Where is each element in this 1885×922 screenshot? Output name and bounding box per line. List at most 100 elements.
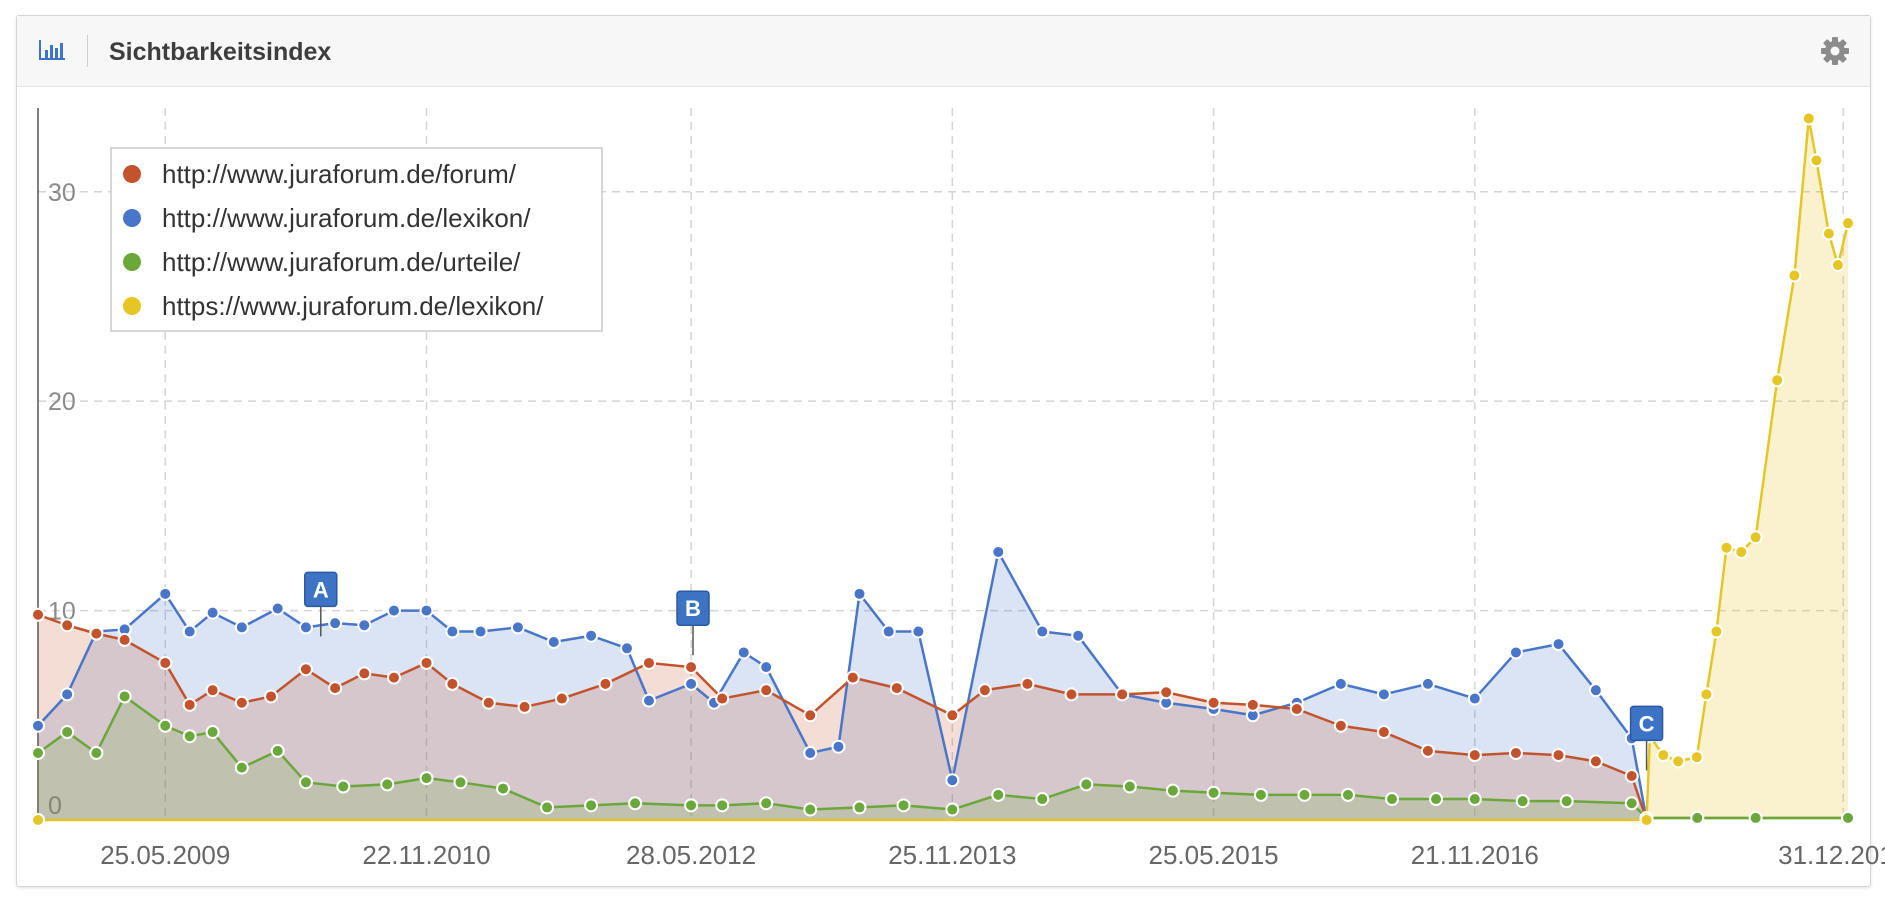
data-point-series-4: [1699, 687, 1714, 702]
data-point-series-1: [419, 655, 434, 670]
data-point-series-3: [496, 781, 511, 796]
data-point-series-3: [945, 802, 960, 817]
data-point-series-3: [540, 800, 555, 815]
data-point-series-1: [234, 695, 249, 710]
data-point-series-1: [598, 676, 613, 691]
legend-label: http://www.juraforum.de/lexikon/: [162, 203, 531, 233]
data-point-series-3: [234, 760, 249, 775]
data-point-series-3: [182, 729, 197, 744]
data-point-series-1: [889, 681, 904, 696]
data-point-series-3: [205, 725, 220, 740]
data-point-series-2: [881, 624, 896, 639]
data-point-series-2: [759, 660, 774, 675]
annotation-label: A: [313, 577, 329, 602]
data-point-series-2: [619, 641, 634, 656]
data-point-series-4: [1719, 540, 1734, 555]
data-point-series-2: [1071, 628, 1086, 643]
data-point-series-2: [328, 616, 343, 631]
data-point-series-2: [182, 624, 197, 639]
data-point-series-2: [158, 586, 173, 601]
data-point-series-4: [1821, 226, 1836, 241]
data-point-series-2: [584, 628, 599, 643]
legend-label: https://www.juraforum.de/lexikon/: [162, 291, 544, 321]
data-point-series-1: [328, 681, 343, 696]
data-point-series-2: [1508, 645, 1523, 660]
y-tick-label: 30: [48, 179, 76, 207]
x-tick-label: 22.11.2010: [362, 840, 490, 870]
data-point-series-3: [1341, 787, 1356, 802]
data-point-series-1: [517, 699, 532, 714]
data-point-series-3: [1253, 787, 1268, 802]
data-point-series-1: [357, 666, 372, 681]
header-divider: [87, 35, 88, 67]
data-point-series-3: [896, 798, 911, 813]
legend-marker: [123, 297, 141, 315]
data-point-series-1: [715, 691, 730, 706]
annotation-marker: [676, 590, 710, 626]
legend-marker: [123, 165, 141, 183]
data-point-series-3: [1624, 796, 1639, 811]
x-tick-label: 25.05.2009: [100, 840, 230, 870]
data-point-series-2: [1420, 676, 1435, 691]
data-point-series-1: [1245, 697, 1260, 712]
data-point-series-1: [89, 626, 104, 641]
data-point-series-1: [1467, 748, 1482, 763]
data-point-series-3: [715, 798, 730, 813]
data-point-series-3: [419, 771, 434, 786]
data-point-series-3: [1515, 794, 1530, 809]
data-point-series-1: [1333, 718, 1348, 733]
data-point-series-1: [60, 618, 75, 633]
data-point-series-3: [1690, 810, 1705, 825]
data-point-series-4: [31, 813, 45, 827]
data-point-series-2: [831, 739, 846, 754]
data-point-series-3: [31, 745, 45, 760]
data-point-series-2: [1333, 676, 1348, 691]
data-point-series-2: [736, 645, 751, 660]
data-point-series-1: [117, 632, 132, 647]
data-point-series-1: [845, 670, 860, 685]
data-point-series-3: [1385, 792, 1400, 807]
data-point-series-1: [1159, 685, 1174, 700]
data-point-series-1: [1289, 702, 1304, 717]
data-point-series-3: [759, 796, 774, 811]
gear-icon[interactable]: [1818, 34, 1852, 68]
data-point-series-1: [945, 708, 960, 723]
data-point-series-2: [803, 745, 818, 760]
x-tick-label: 21.11.2016: [1411, 840, 1539, 870]
data-point-series-2: [1376, 687, 1391, 702]
data-point-series-2: [60, 687, 75, 702]
data-point-series-1: [182, 697, 197, 712]
legend-label: http://www.juraforum.de/urteile/: [162, 247, 521, 277]
data-point-series-1: [1588, 754, 1603, 769]
data-point-series-1: [1508, 745, 1523, 760]
data-point-series-3: [380, 777, 395, 792]
legend-marker: [123, 209, 141, 227]
data-point-series-2: [641, 693, 656, 708]
data-point-series-4: [1787, 268, 1802, 283]
data-point-series-1: [445, 676, 460, 691]
annotation-label: B: [685, 596, 701, 621]
x-tick-label: 25.05.2015: [1148, 840, 1278, 870]
data-point-series-3: [1748, 810, 1763, 825]
data-point-series-3: [89, 745, 104, 760]
data-point-series-3: [1122, 779, 1137, 794]
data-point-series-4: [1801, 111, 1816, 126]
data-point-series-2: [1588, 683, 1603, 698]
data-point-series-3: [453, 775, 468, 790]
data-point-series-4: [1830, 258, 1845, 273]
x-tick-label: 25.11.2013: [888, 840, 1016, 870]
data-point-series-1: [386, 670, 401, 685]
data-point-series-2: [31, 718, 45, 733]
data-point-series-4: [1656, 748, 1671, 763]
data-point-series-1: [1206, 695, 1221, 710]
data-point-series-2: [911, 624, 926, 639]
data-point-series-1: [1420, 743, 1435, 758]
data-point-series-2: [1467, 691, 1482, 706]
data-point-series-3: [684, 798, 699, 813]
annotation-marker: [1629, 705, 1664, 742]
data-point-series-2: [852, 586, 867, 601]
data-point-series-3: [852, 800, 867, 815]
data-point-series-4: [1770, 373, 1785, 388]
data-point-series-2: [473, 624, 488, 639]
x-tick-label: 28.05.2012: [626, 840, 756, 870]
